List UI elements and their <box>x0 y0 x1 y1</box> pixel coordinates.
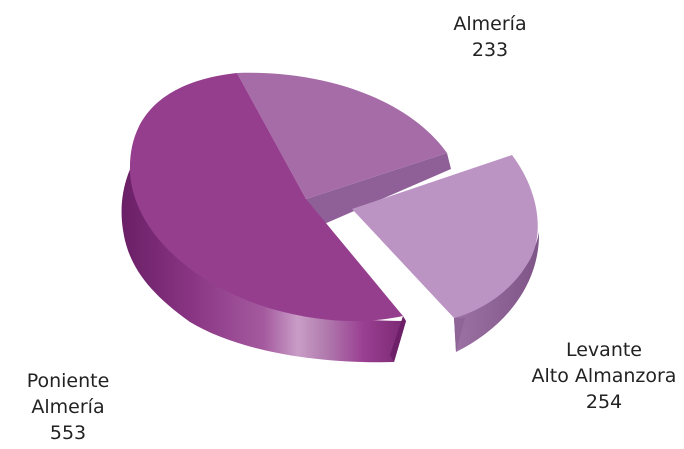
levante-alto-almanzora-cut-face <box>454 318 465 352</box>
label-line: Poniente <box>27 370 110 392</box>
label-line: Almería <box>31 396 104 418</box>
poniente-almeria-slice <box>129 73 404 322</box>
poniente-almeria-cut-face <box>390 316 406 362</box>
poniente-almeria-side <box>121 142 406 363</box>
almeria-cut-face <box>306 153 451 228</box>
pie-labels: Almería 233 Levante Alto Almanzora 254 Poni… <box>27 13 677 444</box>
label-line: Almería <box>453 13 526 35</box>
label-line: 233 <box>472 39 508 61</box>
label-line: Levante <box>566 339 642 361</box>
label-levante-alto-almanzora: Levante Alto Almanzora 254 <box>532 339 677 413</box>
label-line: 254 <box>586 391 622 413</box>
label-almeria: Almería 233 <box>453 13 526 61</box>
pie-top-layer <box>129 72 538 322</box>
label-line: Alto Almanzora <box>532 365 677 387</box>
levante-alto-almanzora-slice <box>352 155 538 318</box>
label-line: 553 <box>50 422 86 444</box>
almeria-slice <box>237 72 447 199</box>
label-poniente-almeria: Poniente Almería 553 <box>27 370 110 444</box>
